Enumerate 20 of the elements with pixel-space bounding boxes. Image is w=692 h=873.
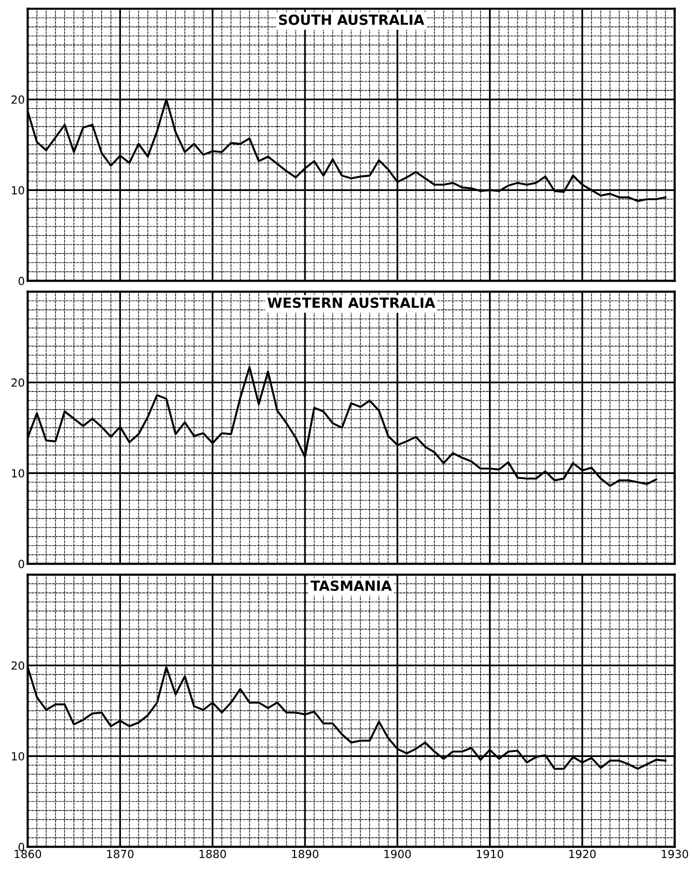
y-tick-label: 0 (18, 560, 24, 568)
y-tick-label: 10 (12, 469, 24, 478)
x-tick-label: 1860 (14, 850, 42, 858)
x-tick-label: 1910 (476, 850, 504, 858)
y-tick-label: 10 (12, 186, 24, 195)
chart-title: TASMANIA (310, 580, 392, 591)
x-tick-label: 1900 (384, 850, 411, 858)
x-tick-label: 1890 (292, 850, 318, 858)
y-tick-label: 20 (12, 378, 24, 387)
y-tick-label: 20 (12, 661, 24, 670)
y-tick-label: 20 (12, 95, 24, 104)
y-tick-label: 0 (18, 842, 24, 852)
x-tick-label: 1920 (569, 850, 596, 858)
y-tick-label: 0 (18, 276, 24, 286)
x-tick-label: 1880 (200, 850, 226, 858)
x-tick-label: 1870 (107, 850, 134, 858)
x-tick-label: 1930 (662, 850, 688, 858)
y-tick-label: 10 (12, 752, 24, 760)
chart-title: WESTERN AUSTRALIA (268, 297, 436, 308)
chart-title: SOUTH AUSTRALIA (279, 14, 424, 26)
